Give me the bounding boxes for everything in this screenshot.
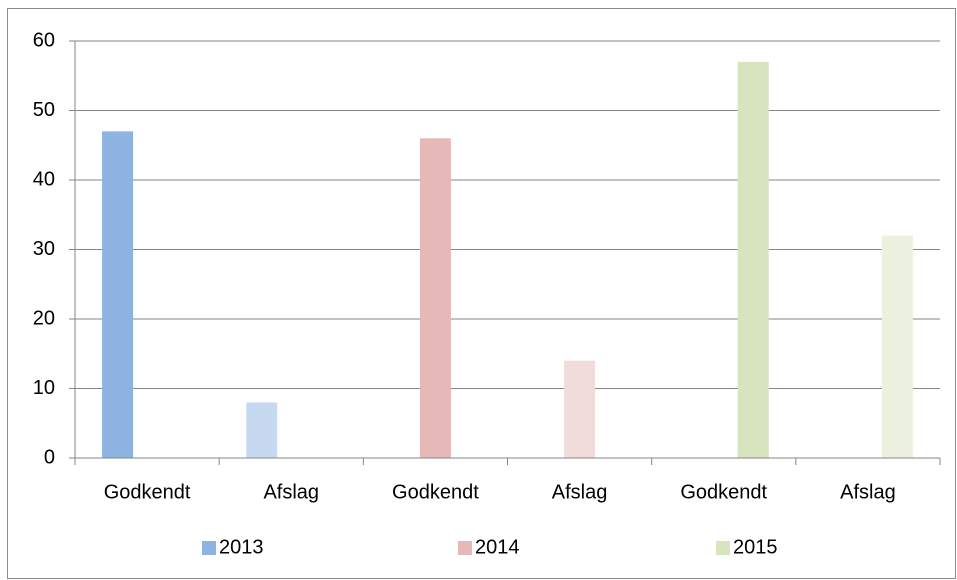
chart-border xyxy=(7,8,956,579)
y-tick-label: 30 xyxy=(33,238,55,260)
bar xyxy=(881,235,913,458)
y-tick-label: 0 xyxy=(44,446,55,468)
x-tick-label: Afslag xyxy=(552,481,608,503)
x-tick-label: Godkendt xyxy=(680,481,767,503)
legend-label: 2014 xyxy=(475,536,520,558)
x-tick-label: Afslag xyxy=(263,481,319,503)
legend-label: 2015 xyxy=(733,536,778,558)
bar xyxy=(419,138,451,459)
legend-swatch xyxy=(202,541,216,555)
y-tick-label: 10 xyxy=(33,377,55,399)
y-tick-label: 20 xyxy=(33,307,55,329)
x-tick-label: Godkendt xyxy=(392,481,479,503)
legend-swatch xyxy=(716,541,730,555)
legend-label: 2013 xyxy=(219,536,264,558)
legend-swatch xyxy=(458,541,472,555)
y-tick-label: 40 xyxy=(33,168,55,190)
bar xyxy=(246,402,278,458)
bar xyxy=(737,61,769,458)
bar xyxy=(102,131,134,458)
bar xyxy=(564,360,596,458)
x-tick-label: Afslag xyxy=(840,481,896,503)
x-tick-label: Godkendt xyxy=(104,481,191,503)
y-tick-label: 50 xyxy=(33,99,55,121)
y-tick-label: 60 xyxy=(33,29,55,51)
